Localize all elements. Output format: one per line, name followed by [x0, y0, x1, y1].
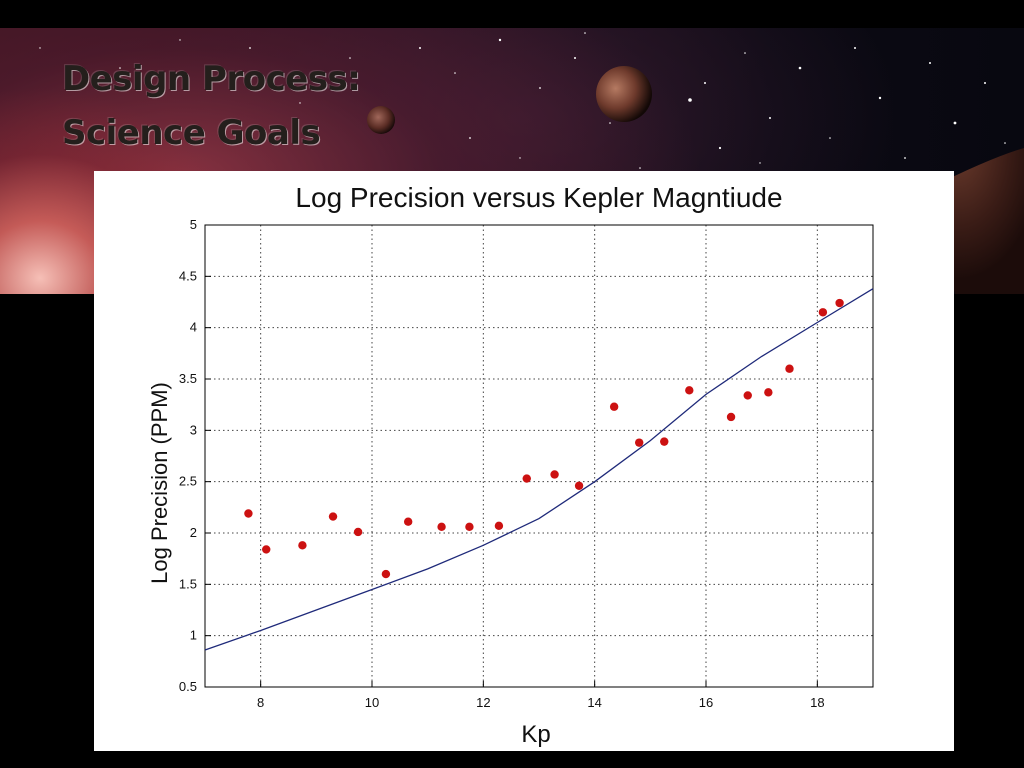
data-point [550, 470, 559, 479]
chart-panel: Log Precision versus Kepler Magntiude Kp… [94, 171, 954, 751]
chart-title: Log Precision versus Kepler Magntiude [295, 182, 782, 213]
data-point [818, 308, 828, 317]
data-point [764, 388, 773, 397]
y-tick-label: 1 [190, 628, 197, 643]
y-tick-label: 2.5 [179, 474, 197, 489]
data-point [743, 391, 752, 400]
data-point [381, 569, 391, 579]
slide-title: Design Process: Science Goals [62, 52, 361, 160]
data-point [403, 517, 413, 526]
x-tick-label: 8 [257, 695, 264, 710]
plot-frame [204, 224, 874, 688]
x-tick-label: 18 [810, 695, 824, 710]
y-tick-label: 2 [190, 525, 197, 540]
data-point [835, 298, 844, 308]
fit-line-series [204, 288, 874, 651]
large-planet [596, 66, 652, 122]
slide-title-line-2: Science Goals [62, 113, 321, 153]
data-point [465, 522, 474, 532]
data-point [328, 512, 338, 521]
data-point [726, 412, 736, 422]
x-axis-label: Kp [521, 721, 550, 748]
y-tick-label: 3 [190, 422, 197, 437]
x-tick-label: 16 [699, 695, 713, 710]
tick-labels: 8 10 12 14 16 18 0.5 1 1.5 2 2.5 3 3.5 4 4.5 5 [179, 217, 825, 710]
slide-title-line-1: Design Process: [62, 59, 361, 99]
grid [205, 225, 873, 687]
data-point [437, 522, 446, 532]
fit-line [204, 288, 874, 651]
scatter-chart: Log Precision versus Kepler Magntiude Kp… [147, 182, 874, 748]
y-axis-label: Log Precision (PPM) [147, 382, 172, 584]
data-point [298, 541, 307, 550]
data-point [494, 521, 504, 531]
x-tick-label: 10 [365, 695, 379, 710]
axes [204, 224, 874, 688]
data-point [244, 509, 253, 518]
data-point [635, 438, 644, 447]
data-point [353, 527, 363, 537]
data-points [244, 298, 844, 579]
y-tick-label: 4 [190, 320, 197, 335]
data-point [685, 386, 694, 395]
y-tick-label: 4.5 [179, 268, 197, 283]
data-point [609, 402, 619, 411]
x-tick-label: 12 [476, 695, 490, 710]
data-point [785, 364, 794, 373]
data-point [262, 545, 271, 554]
stars [39, 32, 1006, 179]
data-point [522, 474, 531, 483]
y-tick-label: 1.5 [179, 576, 197, 591]
y-tick-label: 5 [190, 217, 197, 232]
y-tick-label: 0.5 [179, 679, 197, 694]
small-planet [367, 106, 395, 134]
data-point [574, 481, 584, 490]
x-tick-label: 14 [587, 695, 601, 710]
data-point [660, 437, 669, 446]
y-tick-label: 3.5 [179, 371, 197, 386]
